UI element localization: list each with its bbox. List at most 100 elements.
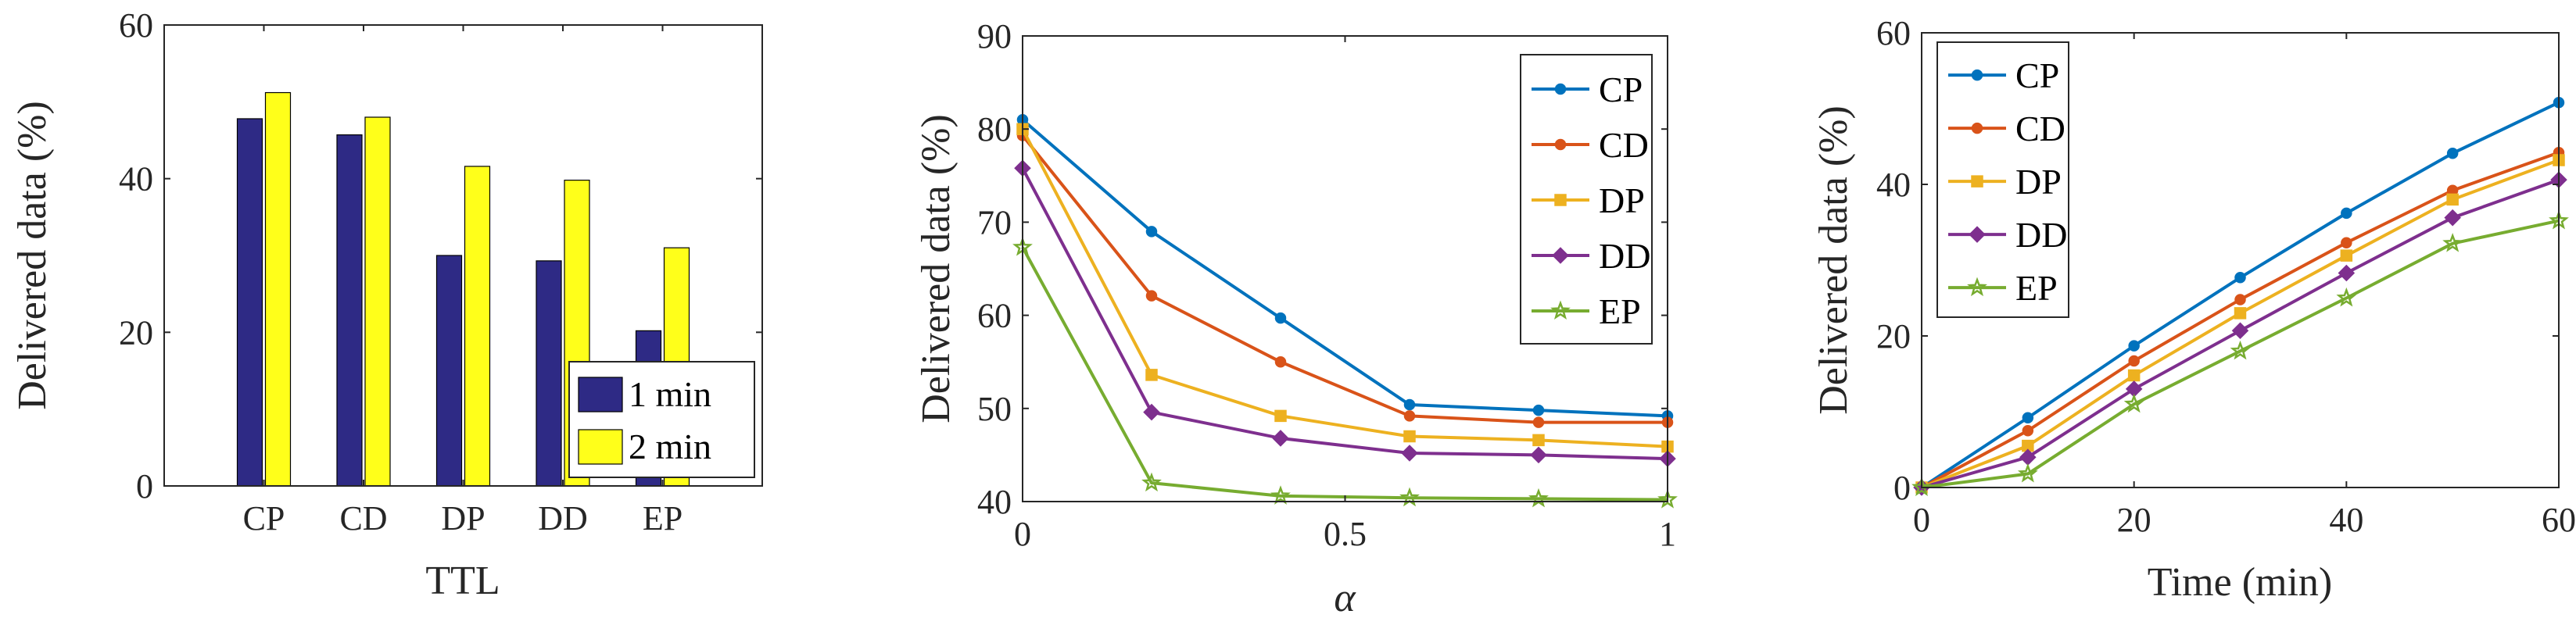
bar-2-min-DP: [464, 166, 491, 487]
legend-marker-CD: [1971, 122, 1983, 134]
x-tick-label-0: 0: [1913, 501, 1930, 539]
point-DP-4: [2340, 249, 2353, 262]
x-tick-label-2: 1: [1659, 515, 1676, 553]
bar-2-min-CP: [264, 91, 292, 487]
point-CP-2: [1274, 312, 1287, 324]
time-chart-ylabel: Delivered data (%): [1811, 105, 1856, 415]
bar-1-min-DD: [536, 260, 562, 487]
legend-marker-DP: [1554, 194, 1567, 206]
x-tick-label-EP: EP: [643, 499, 683, 538]
point-CP-1: [1145, 226, 1158, 238]
legend-label-CP: CP: [1599, 70, 1643, 109]
point-DD-3: [2231, 322, 2249, 339]
point-DP-2: [1274, 409, 1287, 423]
point-DD-4: [1530, 446, 1547, 464]
legend-swatch-2-min: [578, 429, 623, 465]
point-CP-2: [2128, 340, 2140, 352]
bar-2-min-CD: [364, 116, 391, 487]
legend-label-CD: CD: [1599, 125, 1649, 165]
line-chart-time: 0 20 40 60 0 20 40 60 Time (min) Delivered data…: [1811, 14, 2576, 605]
point-DP-1: [1145, 369, 1158, 381]
legend-marker-CP: [1971, 69, 1983, 81]
point-DD-4: [2338, 264, 2356, 282]
y-tick-label-20: 20: [119, 313, 153, 352]
bar-1-min-CP: [236, 118, 263, 487]
legend-marker-DD: [1552, 247, 1569, 264]
time-chart-xlabel: Time (min): [2148, 560, 2332, 605]
bar-chart-xlabel: TTL: [425, 559, 500, 603]
point-CD-3: [2234, 294, 2246, 305]
y-tick-label-50: 50: [977, 390, 1012, 428]
time-chart-marks: [1911, 96, 2569, 496]
y-tick-label-0: 0: [136, 467, 153, 505]
y-tick-label-90: 90: [977, 17, 1012, 55]
bar-chart-legend: 1 min 2 min: [568, 361, 755, 478]
legend-label-DD: DD: [2015, 215, 2067, 255]
alpha-chart-ticks: 0 0.5 1 40 50 60 70 80 90: [977, 17, 1676, 553]
time-chart-ticks: 0 20 40 60 0 20 40 60: [1876, 14, 2576, 539]
time-chart-legend: CP CD DP DD EP: [1936, 41, 2069, 318]
x-tick-label-1: 20: [2117, 501, 2151, 539]
point-DP-5: [2446, 193, 2459, 206]
y-tick-label-40: 40: [977, 483, 1012, 521]
point-CP-4: [2341, 207, 2352, 220]
legend-box: [1936, 41, 2069, 318]
point-EP-4: [2336, 287, 2357, 307]
alpha-chart-ylabel: Delivered data (%): [914, 114, 958, 423]
y-tick-label-60: 60: [1876, 14, 1911, 52]
point-DD-3: [1401, 445, 1418, 462]
legend-marker-EP: [1550, 300, 1571, 320]
y-tick-label-20: 20: [1876, 317, 1911, 355]
line-EP: [1921, 219, 2560, 489]
bar-chart-ylabel: Delivered data (%): [10, 101, 55, 410]
legend-marker-DP: [1971, 175, 1983, 188]
point-DP-2: [2127, 369, 2141, 382]
point-DP-4: [1532, 434, 1545, 447]
legend-label-EP: EP: [1599, 291, 1641, 331]
point-CD-1: [2022, 425, 2034, 437]
point-EP-1: [2017, 462, 2038, 483]
point-CD-4: [2341, 237, 2352, 248]
point-CP-4: [1532, 404, 1545, 416]
bar-1-min-DP: [435, 255, 463, 487]
x-tick-label-1: 0.5: [1324, 515, 1367, 553]
point-EP-3: [2230, 340, 2251, 360]
time-chart-axes-box: [1921, 32, 2560, 488]
point-DP-3: [1403, 430, 1416, 443]
point-DD-1: [1143, 403, 1160, 421]
line-DP: [1021, 128, 1668, 448]
x-tick-label-2: 40: [2329, 501, 2363, 539]
point-DD-2: [1272, 430, 1289, 447]
x-tick-label-3: 60: [2542, 501, 2576, 539]
legend-label-1-min: 1 min: [629, 374, 711, 414]
point-CP-5: [2446, 147, 2459, 159]
point-CD-2: [1274, 355, 1287, 368]
point-CP-1: [2022, 412, 2034, 424]
x-tick-label-0: 0: [1014, 515, 1031, 553]
bar-chart-ttl: CP CD DP DD EP 0 20 40 60 TTL Delivered data (%)…: [10, 6, 763, 603]
point-CD-4: [1532, 416, 1545, 428]
point-EP-2: [2123, 393, 2144, 413]
x-tick-label-CD: CD: [339, 499, 387, 538]
legend-label-DP: DP: [2015, 162, 2062, 202]
point-CP-3: [2234, 272, 2246, 284]
point-CD-3: [1403, 410, 1416, 422]
alpha-chart-xlabel: α: [1334, 576, 1356, 620]
y-tick-label-70: 70: [977, 203, 1012, 241]
y-tick-label-40: 40: [1876, 166, 1911, 204]
legend-marker-CP: [1554, 83, 1567, 95]
point-EP-5: [1657, 489, 1678, 509]
point-EP-0: [1911, 477, 1932, 496]
x-tick-label-CP: CP: [243, 499, 285, 538]
legend-marker-EP: [1967, 277, 1987, 297]
legend-label-2-min: 2 min: [629, 427, 711, 466]
point-CD-2: [2128, 355, 2140, 367]
legend-label-DD: DD: [1599, 236, 1650, 276]
line-DD: [1021, 167, 1668, 461]
legend-label-EP: EP: [2015, 268, 2058, 308]
point-CD-1: [1145, 290, 1158, 302]
y-tick-label-0: 0: [1893, 469, 1911, 507]
x-tick-label-DD: DD: [538, 499, 588, 538]
point-EP-2: [1270, 485, 1291, 505]
